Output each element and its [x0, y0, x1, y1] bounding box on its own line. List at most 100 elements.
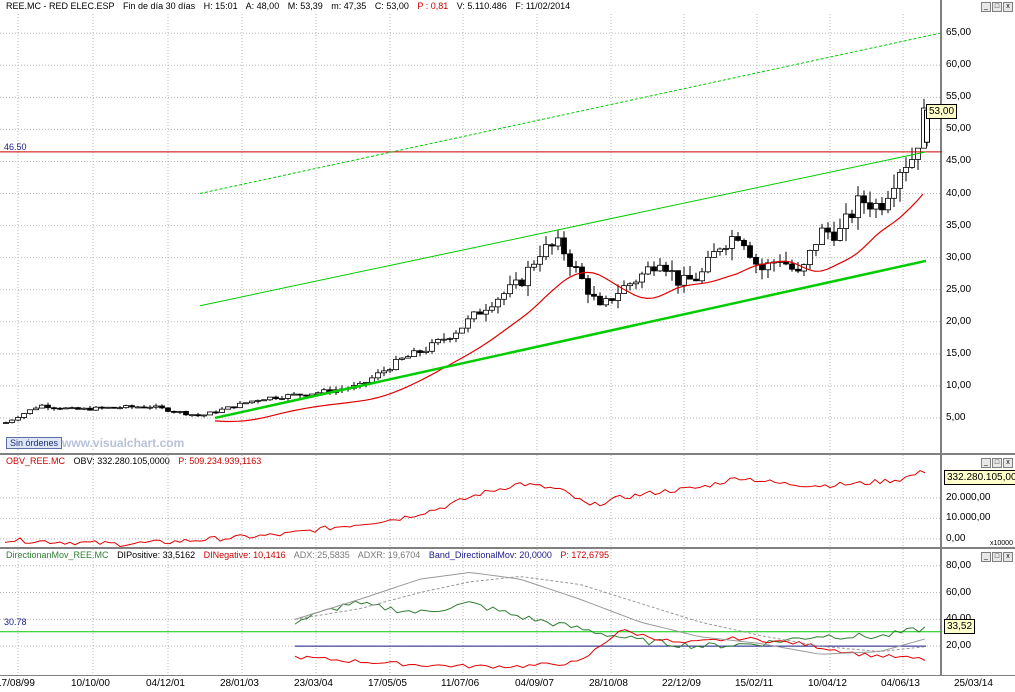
change-label: P : 0,81 [417, 1, 449, 11]
x-tick-label: 22/12/09 [662, 678, 701, 689]
pane-separator[interactable] [0, 547, 1015, 549]
candle-body [591, 293, 597, 297]
dmi-axis: 80,00 60,00 40,00 20,00 [942, 549, 1015, 675]
moving-average-line [214, 193, 924, 423]
candle-body [405, 356, 411, 359]
candle-body [141, 406, 147, 409]
dmi-name: DirectionanMov_REE.MC [6, 550, 109, 560]
di-negative-line [294, 629, 926, 669]
candle-body [675, 270, 681, 286]
price-tick-label: 50,00 [946, 123, 972, 135]
obv-minimize-button[interactable]: _ [981, 458, 991, 468]
minimize-button[interactable]: _ [981, 2, 991, 12]
candle-body [519, 279, 525, 287]
candle-body [273, 396, 279, 400]
x-tick-label: 17/05/05 [368, 678, 407, 689]
candle-body [873, 203, 879, 210]
candle-body [99, 406, 105, 409]
projection-line [199, 32, 941, 195]
x-tick-label: 17/08/99 [0, 678, 35, 689]
obv-tick-label: 0,00 [946, 532, 966, 544]
dmi-value-box: 33,52 [944, 619, 976, 634]
candle-body [717, 248, 723, 253]
x-tick-label: 04/12/01 [146, 678, 185, 689]
candle-body [879, 203, 885, 211]
candle-body [573, 266, 579, 268]
price-chart [0, 0, 942, 453]
obv-header: OBV_REE.MC OBV: 332.280.105,0000 P: 509.… [6, 456, 267, 466]
x-tick-label: 15/02/11 [735, 678, 774, 689]
maximize-button[interactable]: □ [992, 2, 1002, 12]
candle-body [723, 247, 729, 250]
price-tick-label: 40,00 [946, 187, 972, 199]
candle-body [243, 402, 249, 405]
x-tick-label: 23/03/04 [294, 678, 333, 689]
dmi-minimize-button[interactable]: _ [981, 552, 991, 562]
x-tick-label: 10/10/00 [71, 678, 110, 689]
price-header: REE.MC - RED ELEC.ESP Fin de día 30 días… [6, 1, 576, 11]
x-tick-label: 25/03/14 [954, 678, 993, 689]
candle-body [63, 407, 69, 410]
candle-body [213, 411, 219, 414]
candle-body [441, 338, 447, 341]
candle-body [435, 339, 441, 344]
obv-value-box: 332.280.105,00 [944, 470, 1015, 485]
x-tick-label: 11/07/06 [441, 678, 480, 689]
obv-chart [0, 455, 942, 547]
dmi-dip: DIPositive: 33,5162 [117, 550, 196, 560]
candle-body [69, 407, 75, 410]
candle-body [807, 250, 813, 265]
candle-body [639, 273, 645, 283]
pane-separator[interactable] [0, 453, 1015, 455]
candle-body [105, 406, 111, 409]
candle-body [813, 244, 819, 251]
candle-body [891, 187, 897, 199]
dmi-adxr: ADXR: 19,6704 [357, 550, 421, 560]
obv-close-button[interactable]: x [1003, 458, 1013, 468]
candle-body [855, 195, 861, 219]
time-label: H: 15:01 [203, 1, 238, 11]
candle-body [27, 409, 33, 414]
price-pane[interactable]: REE.MC - RED ELEC.ESP Fin de día 30 días… [0, 0, 942, 453]
adx-line [294, 572, 926, 655]
obv-tick-label: 10.000,00 [946, 512, 991, 524]
obv-maximize-button[interactable]: □ [992, 458, 1002, 468]
candle-body [819, 227, 825, 245]
candle-body [861, 195, 867, 204]
candle-body [177, 411, 183, 413]
candle-body [207, 411, 213, 416]
candle-body [753, 256, 759, 265]
candle-body [735, 236, 741, 241]
candle-body [447, 338, 453, 340]
candle-body [3, 422, 9, 424]
candle-body [483, 309, 489, 315]
obv-pane[interactable]: OBV_REE.MC OBV: 332.280.105,0000 P: 509.… [0, 455, 942, 547]
candle-body [375, 372, 381, 379]
dmi-maximize-button[interactable]: □ [992, 552, 1002, 562]
dmi-pane[interactable]: DirectionanMov_REE.MC DIPositive: 33,516… [0, 549, 942, 675]
x-tick-label: 28/10/08 [589, 678, 628, 689]
obv-value: OBV: 332.280.105,0000 [73, 456, 170, 466]
candle-body [711, 251, 717, 258]
candle-body [225, 406, 231, 410]
candle-body [45, 404, 51, 409]
x-axis: 17/08/99 10/10/00 04/12/01 28/01/03 23/03/04… [0, 675, 1015, 692]
candle-body [699, 271, 705, 282]
candle-body [165, 407, 171, 412]
x-tick-label: 28/01/03 [220, 678, 259, 689]
candle-body [789, 263, 795, 270]
price-tick-label: 25,00 [946, 283, 972, 295]
candle-body [87, 407, 93, 411]
price-tick-label: 35,00 [946, 219, 972, 231]
orders-badge[interactable]: Sin órdenes [6, 437, 63, 449]
close-button[interactable]: x [1003, 2, 1013, 12]
candle-body [471, 311, 477, 320]
candle-body [21, 413, 27, 418]
dmi-din: DINegative: 10,1416 [203, 550, 286, 560]
date-label: F: 11/02/2014 [515, 1, 571, 11]
candle-body [237, 402, 243, 409]
candle-body [255, 399, 261, 402]
dmi-close-button[interactable]: x [1003, 552, 1013, 562]
upper-channel-line [199, 151, 927, 307]
candle-body [411, 350, 417, 358]
